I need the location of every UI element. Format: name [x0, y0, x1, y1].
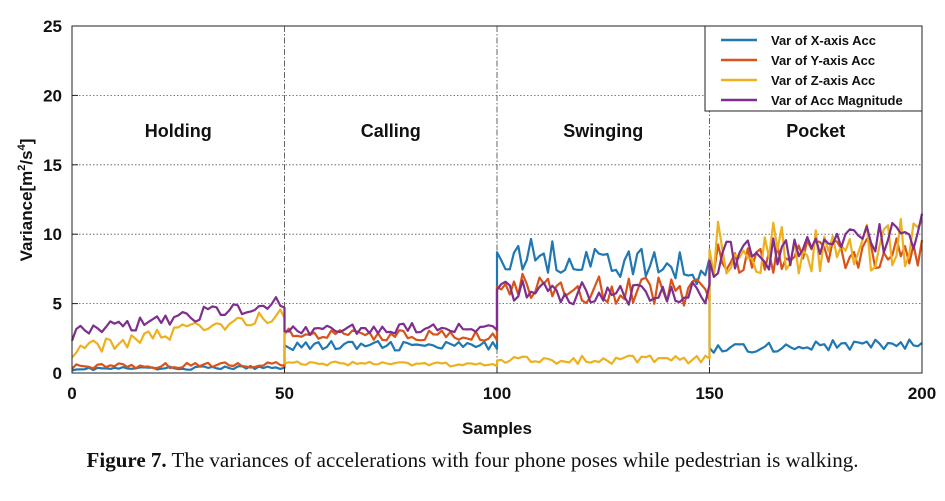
legend-label: Var of Y-axis Acc [771, 53, 875, 68]
y-tick-label: 15 [43, 156, 62, 175]
caption-label: Figure 7. [86, 448, 167, 472]
chart: Holding Calling Swinging Pocket 05101520250… [16, 17, 936, 438]
x-tick-label: 0 [67, 384, 76, 403]
y-tick-label: 0 [53, 364, 62, 383]
legend-label: Var of X-axis Acc [771, 33, 876, 48]
section-label: Calling [361, 121, 421, 141]
y-axis-label: Variance[m2/s4] [16, 139, 36, 262]
series-lines [70, 213, 924, 372]
x-tick-label: 50 [275, 384, 294, 403]
figure-caption: Figure 7. The variances of accelerations… [0, 448, 945, 473]
y-tick-label: 25 [43, 17, 62, 36]
legend-label: Var of Acc Magnitude [771, 93, 903, 108]
section-label: Swinging [563, 121, 643, 141]
section-label: Holding [145, 121, 212, 141]
x-tick-label: 200 [908, 384, 936, 403]
series-line [71, 217, 923, 368]
series-line [70, 213, 924, 342]
legend: Var of X-axis Acc Var of Y-axis Acc Var of… [704, 25, 923, 112]
section-labels: Holding Calling Swinging Pocket [145, 121, 846, 141]
x-tick-label: 100 [483, 384, 511, 403]
y-tick-label: 10 [43, 225, 62, 244]
x-tick-label: 150 [695, 384, 723, 403]
y-tick-label: 5 [53, 295, 62, 314]
y-tick-label: 20 [43, 86, 62, 105]
axis-ticks: 0 5 10 15 20 25 0 50 100 150 200 [43, 17, 936, 403]
caption-text: The variances of accelerations with four… [166, 448, 859, 472]
legend-label: Var of Z-axis Acc [771, 73, 875, 88]
x-axis-label: Samples [462, 419, 532, 438]
section-label: Pocket [786, 121, 845, 141]
